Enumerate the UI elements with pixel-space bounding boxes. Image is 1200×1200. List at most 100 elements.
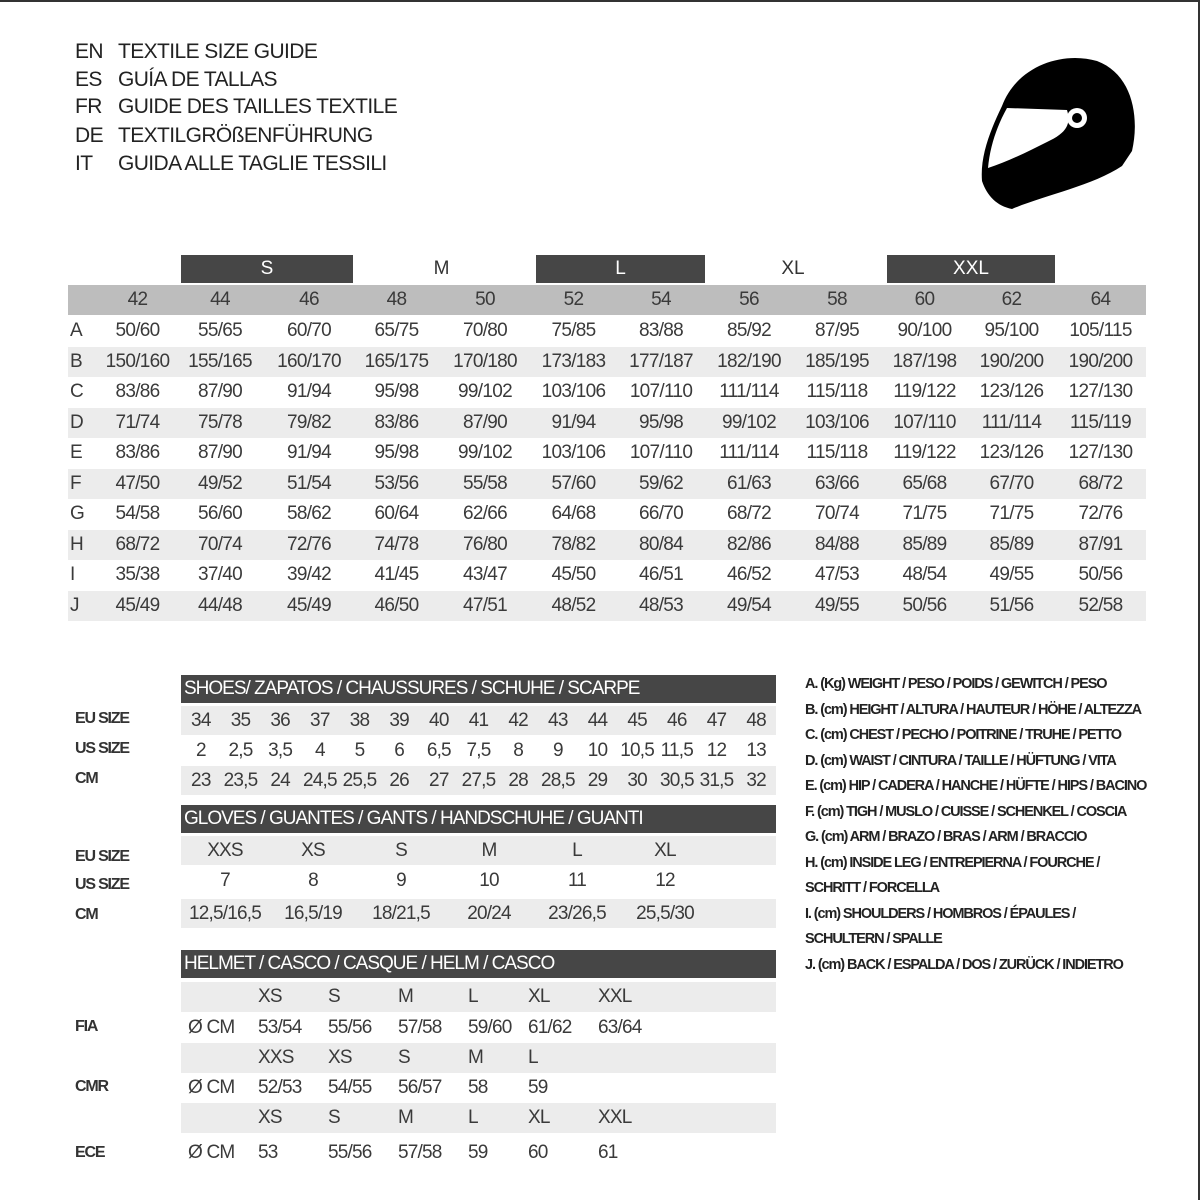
table-cell: 95/98 (638, 411, 684, 433)
standard-label: CMR (75, 1078, 109, 1095)
table-cell: 170/180 (453, 350, 517, 372)
table-cell: 16,5/19 (284, 903, 343, 924)
table-cell: 87/90 (462, 411, 508, 433)
table-cell: 49/55 (814, 594, 860, 616)
table-row (68, 590, 1146, 621)
row-label: CM (75, 906, 99, 923)
size-header-cell: 50 (475, 289, 495, 310)
row-label: EU SIZE (75, 710, 130, 727)
table-cell: 41/45 (374, 564, 419, 585)
table-cell: 95/100 (984, 320, 1040, 341)
table-cell: 60/70 (286, 320, 332, 341)
size-header-cell: 62 (1001, 289, 1022, 310)
language-code: IT (75, 152, 93, 175)
table-cell: 52/53 (258, 1077, 302, 1098)
legend-item: J. (cm) BACK / ESPALDA / DOS / ZURÜCK / … (805, 956, 1124, 973)
table-cell: 26 (389, 770, 409, 791)
table-cell: 47/53 (814, 564, 860, 585)
row-label: US SIZE (75, 876, 130, 893)
table-cell: 2 (195, 740, 207, 761)
size-cell: L (468, 1107, 479, 1128)
table-cell: 87/95 (814, 320, 860, 341)
size-row (181, 982, 776, 1012)
table-cell: 56/57 (398, 1077, 442, 1098)
table-cell: 38 (349, 710, 370, 731)
table-cell: 23/26,5 (548, 903, 607, 924)
table-cell: 24,5 (302, 770, 338, 791)
table-cell: 61 (598, 1142, 618, 1163)
table-cell: 3,5 (268, 740, 293, 761)
table-cell: 50/60 (115, 320, 160, 341)
table-cell: 7 (220, 870, 231, 891)
legend-item: B. (cm) HEIGHT / ALTURA / HAUTEUR / HÖHE… (805, 701, 1142, 718)
table-cell: 53 (258, 1142, 278, 1163)
table-cell: 42 (508, 710, 528, 731)
table-cell: 85/89 (989, 533, 1034, 555)
table-cell: 56/60 (197, 503, 243, 524)
legend-item: I. (cm) SHOULDERS / HOMBROS / ÉPAULES / (805, 905, 1076, 922)
size-cell: L (468, 986, 479, 1007)
size-header-cell: 52 (563, 289, 584, 310)
table-cell: 111/114 (981, 411, 1042, 433)
shoes-section-header: SHOES/ ZAPATOS / CHAUSSURES / SCHUHE / S… (181, 675, 776, 703)
table-cell: 10 (479, 870, 499, 891)
table-cell: 57/58 (398, 1142, 442, 1163)
table-cell: 65/68 (902, 472, 947, 494)
table-cell: 51/54 (286, 472, 332, 494)
table-cell: 70/74 (197, 533, 243, 555)
table-cell: 39/42 (286, 564, 332, 585)
table-row (181, 766, 776, 795)
table-cell: 115/118 (806, 442, 869, 463)
size-cell: M (398, 1107, 414, 1128)
table-cell: 85/92 (726, 320, 772, 341)
row-letter: E (70, 442, 83, 463)
table-cell: 65/75 (374, 320, 419, 341)
row-label: US SIZE (75, 740, 130, 757)
table-cell: 27 (429, 770, 449, 791)
title-line: ES GUÍA DE TALLAS (75, 68, 278, 92)
table-cell: 71/75 (989, 503, 1034, 524)
language-code: EN (75, 40, 104, 63)
table-cell: 39 (389, 710, 409, 731)
size-cell: XXS (258, 1047, 294, 1068)
row-letter: C (70, 381, 84, 402)
legend-item: A. (Kg) WEIGHT / PESO / POIDS / GEWITCH … (805, 676, 1108, 692)
helmet-icon (981, 58, 1135, 209)
size-header-cell: 60 (914, 289, 935, 310)
table-cell: 45 (627, 710, 647, 731)
size-cell: S (328, 1107, 341, 1128)
table-cell: 54/58 (115, 503, 160, 524)
size-header-cell: 46 (299, 289, 319, 310)
table-cell: 35/38 (115, 564, 160, 585)
table-cell: 13 (746, 740, 766, 761)
table-row (181, 899, 776, 928)
size-header-cell: 56 (739, 289, 759, 310)
table-cell: 91/94 (286, 381, 332, 402)
table-cell: M (481, 840, 497, 861)
size-cell: S (328, 986, 341, 1007)
size-band-l: L (536, 255, 705, 283)
table-cell: 71/74 (115, 411, 160, 433)
table-cell: 82/86 (726, 533, 772, 555)
table-cell: L (572, 840, 583, 861)
table-cell: 47 (706, 710, 727, 731)
table-cell: 5 (354, 740, 366, 761)
table-cell: 70/74 (814, 503, 860, 524)
table-cell: 91/94 (551, 411, 596, 433)
language-code: FR (75, 95, 102, 118)
legend-item: F. (cm) TIGH / MUSLO / CUISSE / SCHENKEL… (805, 803, 1127, 820)
table-cell: 28 (508, 770, 528, 791)
size-band-m: M (433, 258, 450, 279)
table-cell: 23 (191, 770, 211, 791)
table-cell: 46/52 (726, 564, 772, 585)
table-cell: 79/82 (286, 411, 332, 433)
table-cell: 25,5/30 (636, 903, 695, 924)
row-letter: I (70, 564, 75, 585)
size-header-cell: 48 (386, 289, 407, 310)
title-text: GUIDA ALLE TAGLIE TESSILI (118, 152, 387, 175)
table-cell: 46/50 (374, 594, 419, 616)
table-cell: 177/187 (629, 350, 693, 372)
size-cell: XXL (598, 986, 632, 1007)
size-header-cell: 64 (1090, 289, 1111, 310)
table-row (181, 836, 776, 865)
